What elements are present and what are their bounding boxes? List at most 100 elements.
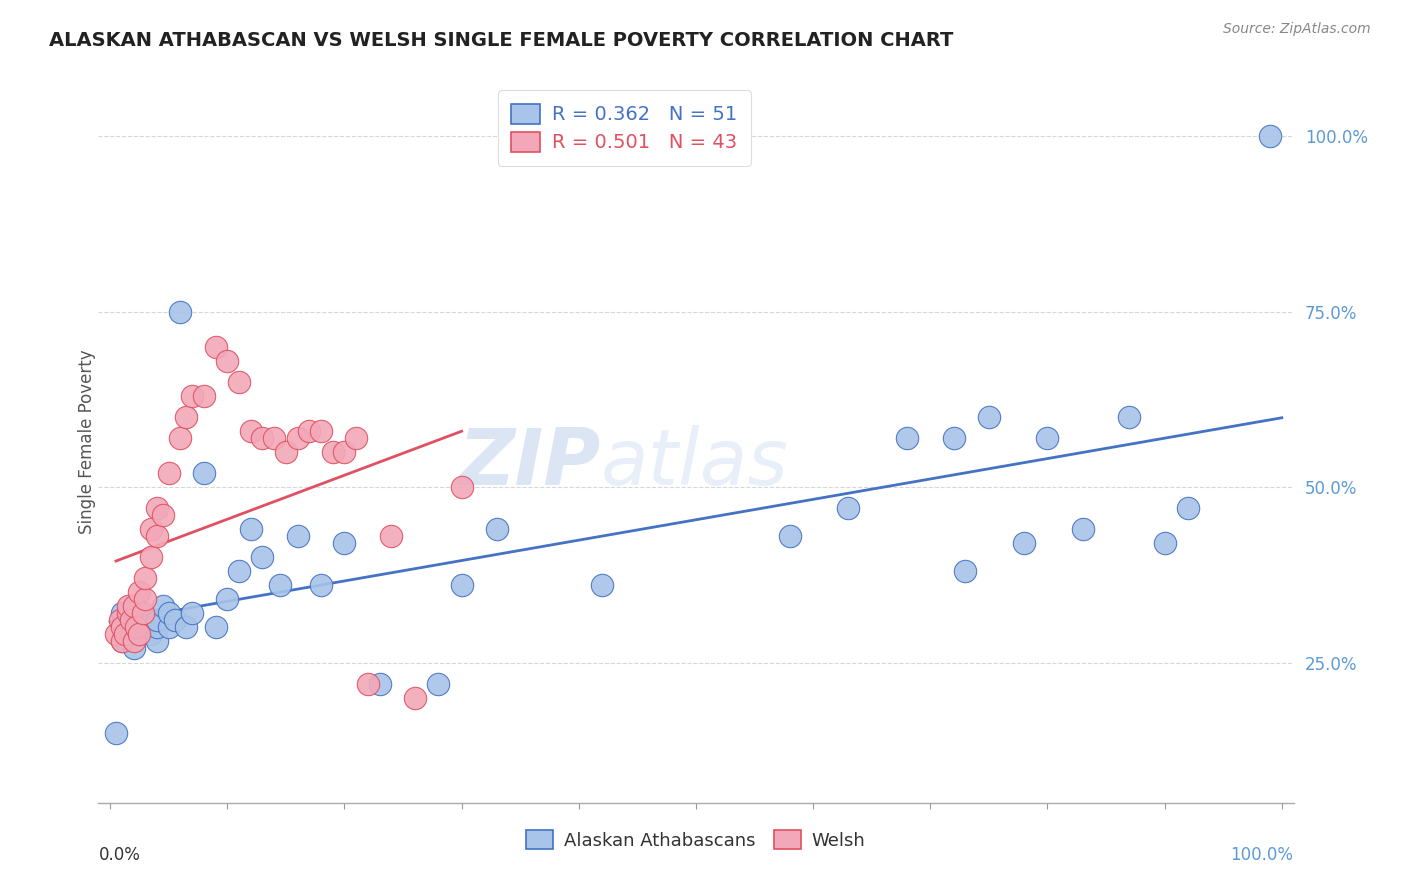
Point (228, 375, 250, 389)
Text: atlas: atlas (600, 425, 789, 501)
Point (128, 585, 150, 599)
Point (134, 592, 156, 607)
Point (105, 725, 128, 739)
Point (333, 445, 356, 459)
Point (134, 571, 156, 585)
Point (193, 389, 215, 403)
Point (287, 529, 309, 543)
Point (157, 620, 180, 634)
Point (333, 536, 356, 550)
Point (117, 599, 139, 614)
Point (163, 614, 186, 628)
Point (1258, 129, 1281, 144)
Point (122, 620, 145, 634)
Point (239, 522, 262, 536)
Point (128, 607, 150, 621)
Point (263, 431, 285, 445)
Point (217, 592, 239, 607)
Y-axis label: Single Female Poverty: Single Female Poverty (79, 350, 96, 533)
Point (174, 620, 197, 634)
Point (357, 676, 380, 690)
Point (450, 578, 472, 592)
Point (485, 522, 508, 536)
Point (157, 466, 180, 480)
Point (380, 529, 402, 543)
Point (132, 607, 155, 621)
Point (779, 529, 801, 543)
Point (141, 614, 163, 628)
Point (955, 564, 977, 578)
Point (1153, 536, 1175, 550)
Point (274, 445, 297, 459)
Text: ALASKAN ATHABASCAN VS WELSH SINGLE FEMALE POVERTY CORRELATION CHART: ALASKAN ATHABASCAN VS WELSH SINGLE FEMAL… (49, 31, 953, 50)
Point (174, 409, 197, 424)
Point (252, 431, 274, 445)
Point (1071, 522, 1094, 536)
Point (111, 607, 134, 621)
Point (146, 620, 169, 634)
Point (105, 627, 128, 641)
Text: ZIP: ZIP (458, 425, 600, 501)
Point (152, 599, 174, 614)
Point (122, 599, 145, 614)
Point (368, 676, 391, 690)
Point (322, 445, 344, 459)
Point (169, 305, 191, 319)
Point (344, 431, 367, 445)
Point (117, 607, 139, 621)
Point (128, 627, 150, 641)
Point (146, 634, 169, 648)
Point (591, 578, 613, 592)
Point (146, 614, 169, 628)
Point (125, 620, 148, 634)
Point (114, 627, 136, 641)
Point (111, 634, 134, 648)
Point (146, 529, 169, 543)
Point (450, 480, 472, 494)
Point (134, 620, 156, 634)
Point (942, 431, 965, 445)
Point (117, 627, 139, 641)
Point (1118, 409, 1140, 424)
Text: 0.0%: 0.0% (98, 847, 141, 864)
Point (108, 614, 131, 628)
Point (298, 424, 321, 438)
Point (141, 550, 163, 565)
Point (134, 620, 156, 634)
Point (181, 389, 204, 403)
Point (896, 431, 918, 445)
Point (427, 676, 450, 690)
Text: 100.0%: 100.0% (1230, 847, 1294, 864)
Point (120, 614, 142, 628)
Point (122, 641, 145, 656)
Point (111, 620, 134, 634)
Point (193, 466, 215, 480)
Text: Source: ZipAtlas.com: Source: ZipAtlas.com (1223, 22, 1371, 37)
Point (111, 634, 134, 648)
Point (309, 578, 332, 592)
Point (152, 508, 174, 523)
Point (204, 620, 226, 634)
Point (252, 550, 274, 565)
Point (1012, 536, 1035, 550)
Point (146, 501, 169, 516)
Point (287, 431, 309, 445)
Point (239, 424, 262, 438)
Point (1036, 431, 1059, 445)
Point (309, 424, 332, 438)
Point (181, 607, 204, 621)
Point (837, 501, 859, 516)
Point (157, 607, 180, 621)
Point (169, 431, 191, 445)
Point (977, 409, 1000, 424)
Point (141, 522, 163, 536)
Point (128, 627, 150, 641)
Point (269, 578, 291, 592)
Point (404, 690, 426, 705)
Point (117, 614, 139, 628)
Point (204, 340, 226, 354)
Point (1177, 501, 1199, 516)
Point (228, 564, 250, 578)
Legend: Alaskan Athabascans, Welsh: Alaskan Athabascans, Welsh (517, 822, 875, 859)
Point (217, 354, 239, 368)
